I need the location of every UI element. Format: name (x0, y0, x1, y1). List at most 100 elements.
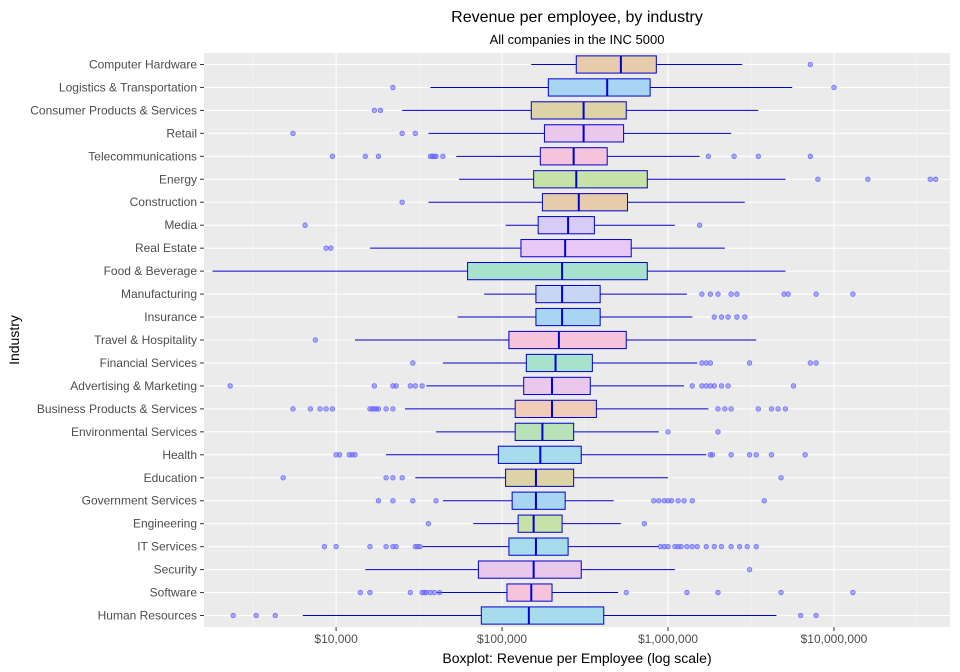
outlier-point (831, 84, 837, 91)
outlier-point (230, 612, 236, 619)
industry-label: Real Estate (135, 241, 197, 255)
iqr-box (517, 514, 563, 533)
outlier-point (410, 498, 416, 504)
outlier-point (290, 130, 296, 137)
outlier-point (407, 383, 413, 389)
outlier-point (641, 521, 647, 527)
outlier-point (718, 543, 725, 550)
outlier-point (371, 383, 377, 389)
x-axis-title: Boxplot: Revenue per Employee (log scale… (442, 650, 711, 666)
outlier-point (807, 153, 813, 159)
x-tick-label: $1,000,000 (638, 632, 698, 646)
outlier-point (433, 153, 439, 159)
industry-label: Financial Services (100, 356, 197, 370)
outlier-point (393, 543, 399, 550)
industry-label: Telecommunications (88, 149, 197, 163)
industry-box-group (312, 330, 757, 350)
outlier-point (333, 543, 339, 550)
outlier-point (390, 475, 396, 481)
iqr-box (514, 399, 597, 418)
chart-title: Revenue per employee, by industry (451, 9, 703, 26)
outlier-point (312, 337, 319, 343)
outlier-point (753, 452, 759, 458)
outlier-point (412, 383, 418, 389)
outlier-point (802, 452, 808, 458)
iqr-box (505, 468, 575, 487)
outlier-point (684, 589, 690, 596)
outlier-point (425, 521, 432, 527)
outlier-point (329, 406, 336, 412)
box-layer (212, 55, 939, 625)
industry-label: Business Products & Services (37, 402, 197, 416)
outlier-point (307, 406, 314, 412)
iqr-box (525, 353, 593, 373)
iqr-box (520, 239, 632, 258)
industry-label: Manufacturing (121, 287, 197, 301)
industry-label: Construction (130, 195, 197, 209)
industry-label: Human Resources (98, 609, 197, 623)
outlier-point (433, 498, 439, 504)
industry-box-group (375, 491, 767, 510)
outlier-point (329, 153, 336, 159)
iqr-box (530, 101, 627, 120)
outlier-point (367, 543, 373, 550)
outlier-point (357, 589, 363, 596)
outlier-point (352, 452, 358, 458)
outlier-point (718, 383, 725, 389)
iqr-box (514, 422, 575, 441)
outlier-point (927, 176, 933, 182)
outlier-point (317, 406, 323, 412)
outlier-point (417, 543, 423, 550)
outlier-point (711, 383, 717, 389)
outlier-point (711, 314, 717, 320)
industry-label: Insurance (144, 310, 197, 324)
outlier-point (328, 245, 334, 251)
industry-label: Government Services (82, 494, 197, 508)
industry-box-group (365, 560, 753, 579)
iqr-box (523, 376, 591, 396)
outlier-point (813, 360, 819, 366)
outlier-point (850, 291, 856, 297)
outlier-point (736, 543, 743, 550)
outlier-point (755, 406, 761, 412)
iqr-box (477, 560, 582, 579)
outlier-point (290, 406, 296, 412)
outlier-point (746, 566, 753, 573)
outlier-point (798, 612, 804, 619)
outlier-point (390, 84, 396, 91)
industry-box-group (457, 307, 748, 327)
outlier-point (813, 291, 819, 297)
outlier-point (850, 589, 856, 596)
iqr-box (467, 262, 648, 281)
y-axis-title: Industry (6, 315, 22, 365)
iqr-box (535, 284, 601, 304)
outlier-point (725, 383, 731, 389)
industry-box-group (212, 262, 786, 281)
industry-label: Environmental Services (71, 425, 197, 439)
iqr-box (535, 307, 601, 327)
iqr-box (480, 606, 605, 625)
iqr-box (575, 55, 657, 74)
outlier-point (393, 383, 399, 389)
outlier-point (689, 498, 695, 504)
outlier-point (412, 130, 418, 137)
outlier-point (933, 176, 939, 182)
industry-label: Logistics & Transportation (59, 80, 197, 94)
outlier-point (778, 475, 784, 481)
outlier-point (768, 406, 775, 412)
iqr-box (537, 216, 595, 235)
outlier-point (689, 543, 695, 550)
outlier-point (699, 291, 705, 297)
outlier-point (734, 314, 740, 320)
outlier-point (684, 543, 690, 550)
industry-box-group (371, 101, 759, 120)
x-tick-label: $10,000 (314, 632, 358, 646)
outlier-point (678, 543, 684, 550)
outlier-point (725, 314, 731, 320)
industry-box-group (280, 468, 784, 487)
outlier-point (711, 543, 717, 550)
outlier-point (367, 589, 373, 596)
outlier-point (782, 406, 789, 412)
outlier-point (272, 612, 278, 619)
